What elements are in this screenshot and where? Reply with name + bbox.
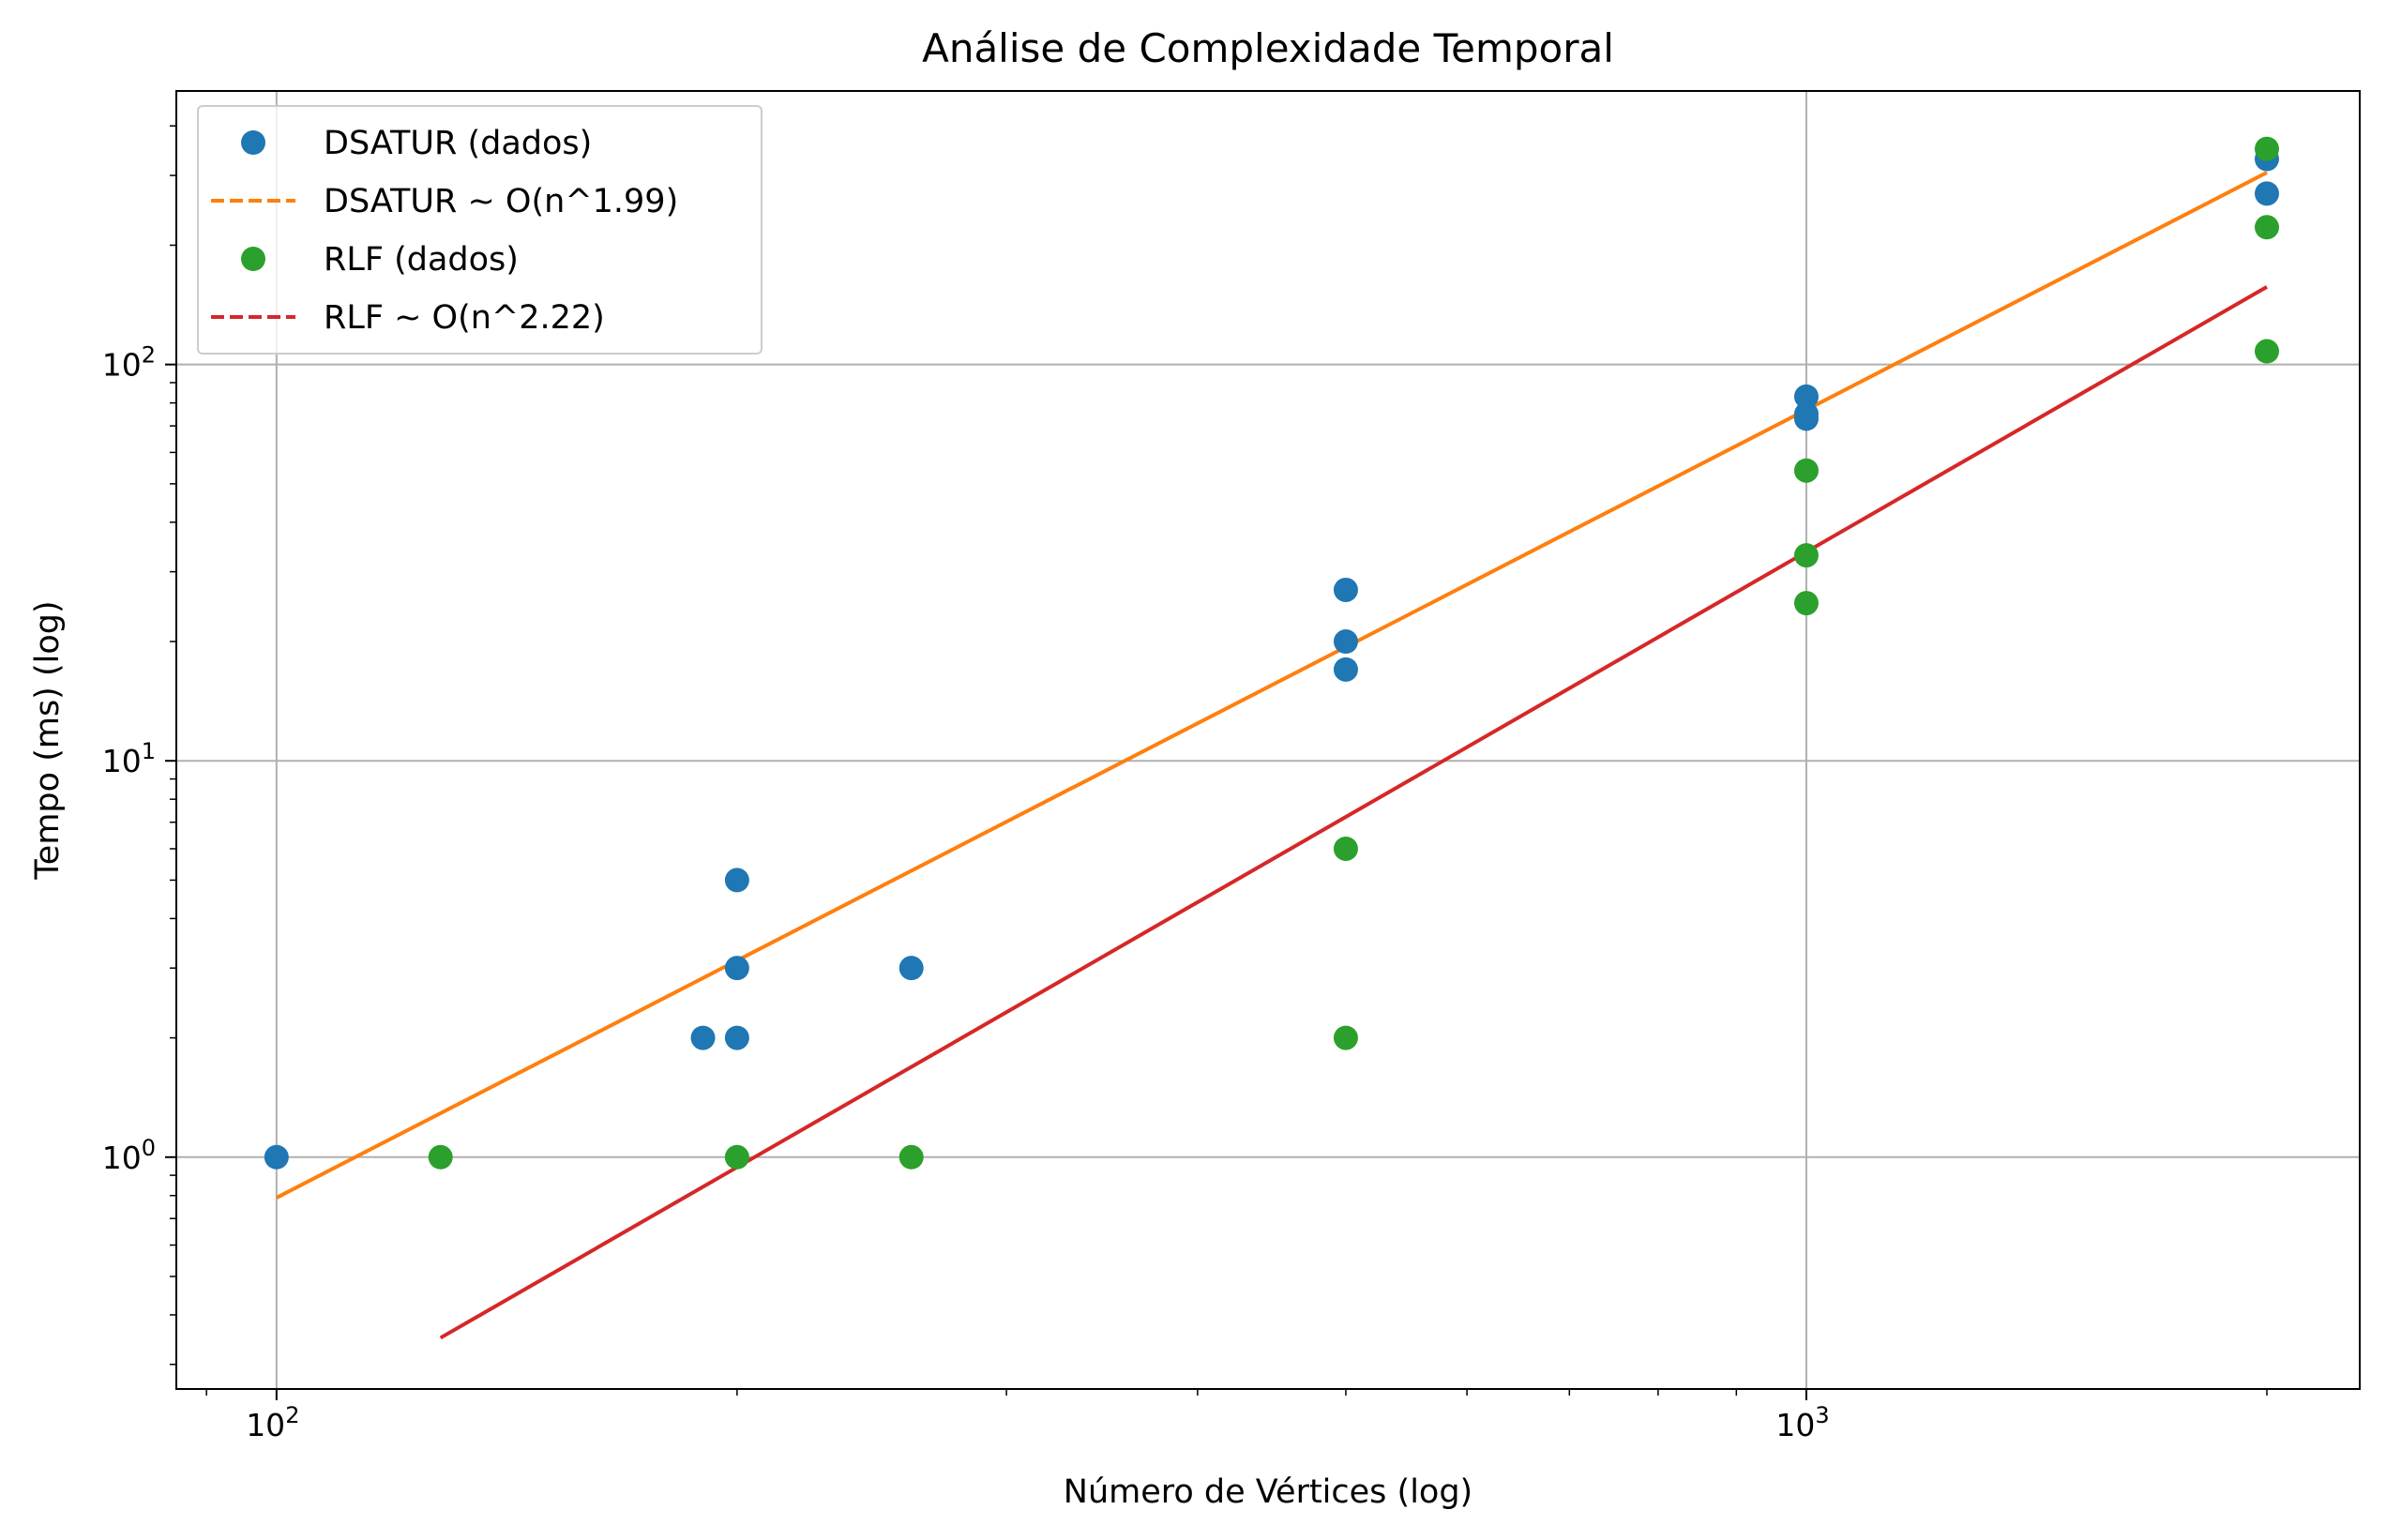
data-point-series-1 xyxy=(1793,543,1819,568)
data-point-series-0 xyxy=(1333,657,1358,682)
data-point-series-1 xyxy=(2254,339,2279,364)
fit-line-0 xyxy=(275,171,2268,1200)
y-tick-label: 101 xyxy=(102,738,156,779)
y-tick-label: 100 xyxy=(102,1135,156,1176)
data-point-series-0 xyxy=(264,1144,289,1170)
y-tick-label-base: 10 xyxy=(102,1140,142,1176)
data-point-series-0 xyxy=(2254,181,2279,206)
data-point-series-1 xyxy=(1333,836,1358,861)
data-point-series-1 xyxy=(428,1144,453,1170)
legend-label: RLF (dados) xyxy=(324,241,519,279)
legend-label: DSATUR ~ O(n^1.99) xyxy=(324,183,678,220)
data-point-series-1 xyxy=(1333,1025,1358,1050)
plot-frame xyxy=(175,90,2361,1390)
legend-box xyxy=(197,105,763,355)
y-tick-label-base: 10 xyxy=(102,743,142,779)
data-point-series-0 xyxy=(724,956,749,981)
y-axis-title: Tempo (ms) (log) xyxy=(29,600,67,880)
data-points xyxy=(264,136,2279,1170)
legend: DSATUR (dados) DSATUR ~ O(n^1.99) RLF (dad… xyxy=(197,105,763,355)
data-point-series-0 xyxy=(1793,401,1819,427)
legend-label: DSATUR (dados) xyxy=(324,125,592,162)
data-point-series-0 xyxy=(724,868,749,893)
data-point-series-1 xyxy=(1793,458,1819,483)
y-tick-label-exponent: 2 xyxy=(142,342,156,369)
data-point-series-1 xyxy=(1793,591,1819,616)
x-tick-label: 103 xyxy=(1775,1402,1829,1443)
data-point-series-1 xyxy=(899,1144,924,1170)
legend-label: RLF ~ O(n^2.22) xyxy=(324,299,605,337)
legend-marker xyxy=(241,247,265,271)
data-point-series-0 xyxy=(690,1025,716,1050)
chart-title: Análise de Complexidade Temporal xyxy=(922,25,1614,71)
data-point-series-0 xyxy=(1793,384,1819,409)
x-tick-label-base: 10 xyxy=(246,1407,285,1443)
data-point-series-1 xyxy=(724,1144,749,1170)
y-tick-label-exponent: 1 xyxy=(142,738,156,764)
x-tick-label-exponent: 3 xyxy=(1815,1402,1829,1428)
data-point-series-0 xyxy=(724,1025,749,1050)
x-axis-title: Número de Vértices (log) xyxy=(1064,1473,1472,1511)
y-tick-label-base: 10 xyxy=(102,347,142,384)
x-tick-label-base: 10 xyxy=(1775,1407,1815,1443)
x-tick-label-exponent: 2 xyxy=(285,1402,299,1428)
y-tick-label: 102 xyxy=(102,342,156,384)
y-tick-label-exponent: 0 xyxy=(142,1135,156,1161)
data-point-series-0 xyxy=(1333,577,1358,602)
x-tick-label: 102 xyxy=(246,1402,299,1443)
legend-marker xyxy=(241,130,265,155)
data-point-series-1 xyxy=(2254,215,2279,240)
data-point-series-0 xyxy=(899,956,924,981)
data-point-series-0 xyxy=(1333,629,1358,655)
data-point-series-1 xyxy=(2254,136,2279,161)
